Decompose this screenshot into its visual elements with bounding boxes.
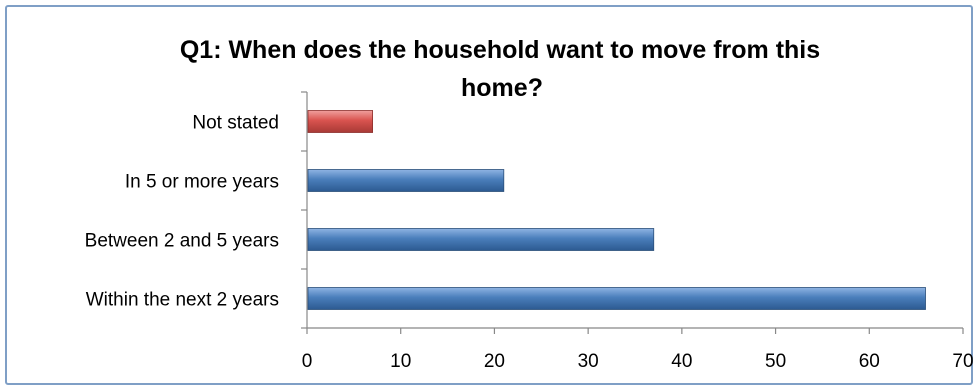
chart-frame xyxy=(5,5,973,385)
x-tick-label: 0 xyxy=(302,351,313,369)
chart-title-line-1: Q1: When does the household want to move… xyxy=(180,36,820,64)
category-label: Within the next 2 years xyxy=(86,290,279,311)
chart-title-line-2: home? xyxy=(461,74,543,102)
category-label: Between 2 and 5 years xyxy=(85,231,279,252)
x-tick-label: 40 xyxy=(671,351,692,369)
x-tick-label: 10 xyxy=(390,351,411,369)
plot-area: Not stated In 5 or more years Between 2 an… xyxy=(85,91,974,369)
x-tick-label: 70 xyxy=(952,351,973,369)
bar-in-5-or-more-years xyxy=(307,169,505,192)
x-tick-label: 50 xyxy=(765,351,786,369)
category-label: In 5 or more years xyxy=(125,172,279,193)
x-tick-label: 30 xyxy=(578,351,599,369)
x-tick-label: 20 xyxy=(484,351,505,369)
bar-within-the-next-2-years xyxy=(307,287,926,310)
x-tick-label: 60 xyxy=(859,351,880,369)
bar-chart: Q1: When does the household want to move… xyxy=(85,36,974,369)
category-label: Not stated xyxy=(192,113,279,134)
bar-between-2-and-5-years xyxy=(307,228,655,251)
bar-not-stated xyxy=(307,110,373,133)
